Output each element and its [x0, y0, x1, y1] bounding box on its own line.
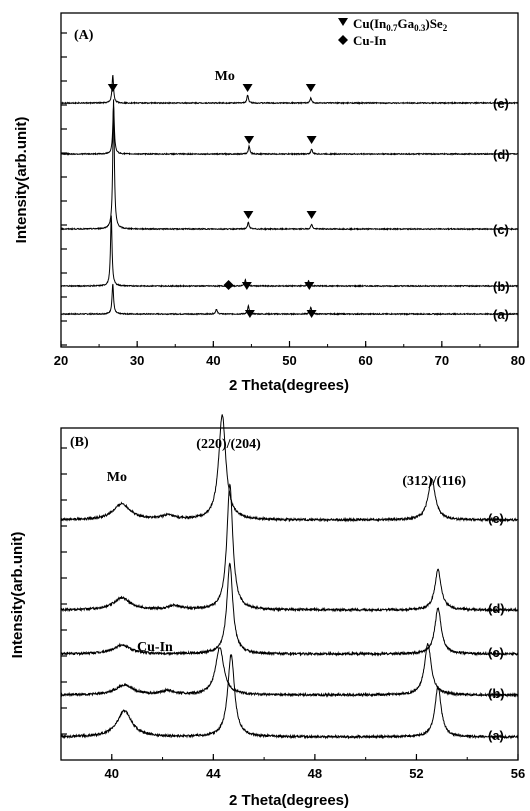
series-label: (d): [493, 147, 510, 162]
panel-b-x-ticks: 40 44 48 52 56: [105, 754, 525, 781]
cigs-peak-marker: [304, 282, 315, 290]
panel-a-frame: [60, 12, 519, 348]
panel-b-annotation-220-204: (220)/(204): [196, 437, 261, 452]
series-label: (a): [488, 728, 504, 743]
panel-b-frame: [60, 427, 519, 761]
cigs-peak-marker: [305, 84, 316, 92]
x-tick-label: 52: [409, 766, 423, 781]
panel-a-x-ticks: 20 30 40 50 60 70 80: [54, 341, 525, 368]
panel-a-y-axis-label: Intensity(arb.unit): [13, 117, 30, 244]
series-label: (c): [493, 222, 509, 237]
cu-in-peak-marker: [223, 280, 234, 290]
legend-cigs-sub3: 2: [443, 23, 448, 33]
cigs-peak-marker: [244, 136, 255, 144]
legend-diamond-marker: [338, 35, 348, 45]
series-label: (b): [493, 279, 510, 294]
panel-b-mo-annotation: Mo: [107, 470, 127, 485]
panel-b-x-axis-label: 2 Theta(degrees): [229, 792, 349, 809]
xrd-pattern-b: [60, 643, 519, 698]
legend-cigs-sub1: 0.7: [386, 23, 398, 33]
series-label: (d): [488, 601, 505, 616]
panel-b-cu-in-annotation: Cu-In: [137, 640, 173, 655]
x-tick-label: 40: [105, 766, 119, 781]
xrd-pattern-a: [60, 283, 519, 316]
x-tick-label: 70: [435, 353, 449, 368]
x-tick-label: 44: [206, 766, 221, 781]
legend-cigs-part1: Cu(In: [353, 16, 387, 31]
x-tick-label: 50: [282, 353, 296, 368]
xrd-pattern-d: [60, 106, 519, 157]
xrd-pattern-b: [60, 215, 519, 288]
xrd-pattern-d: [60, 483, 519, 613]
x-tick-label: 20: [54, 353, 68, 368]
panel-b-y-ticks: [61, 447, 67, 735]
panel-a-x-axis-label: 2 Theta(degrees): [229, 377, 349, 394]
series-label: (b): [488, 686, 505, 701]
x-tick-label: 40: [206, 353, 220, 368]
cigs-peak-marker: [107, 84, 118, 92]
cigs-peak-marker: [306, 211, 317, 219]
panel-a-series-labels: (a) (b) (c) (d) (e): [493, 96, 510, 322]
series-label: (e): [493, 96, 509, 111]
series-label: (c): [488, 645, 504, 660]
series-label: (a): [493, 307, 509, 322]
xrd-pattern-c: [60, 99, 519, 231]
cigs-peak-marker: [306, 136, 317, 144]
xrd-pattern-e: [60, 414, 519, 523]
x-tick-label: 48: [308, 766, 322, 781]
panel-b-spectra: [60, 414, 519, 740]
cigs-peak-marker: [243, 211, 254, 219]
panel-a: 20 30 40 50 60 70 80 (a) (b) (c) (d) (e) (A) Cu(In…: [13, 12, 525, 394]
panel-b: 40 44 48 52 56 (a) (b) (c) (d) (e) (B) (220)/(20…: [9, 414, 525, 809]
cigs-peak-marker: [241, 282, 252, 290]
xrd-pattern-a: [60, 654, 519, 740]
x-tick-label: 30: [130, 353, 144, 368]
panel-a-mo-annotation: Mo: [215, 69, 235, 84]
x-tick-label: 60: [358, 353, 372, 368]
panel-b-label: (B): [70, 435, 89, 450]
panel-a-legend: Cu(In0.7Ga0.3)Se2 Cu-In: [338, 16, 448, 48]
panel-a-y-ticks: [61, 32, 67, 346]
legend-cigs-sub2: 0.3: [414, 23, 426, 33]
legend-entry-cigs: Cu(In0.7Ga0.3)Se2: [353, 16, 448, 33]
series-label: (e): [488, 511, 504, 526]
cigs-peak-marker: [242, 84, 253, 92]
panel-b-y-axis-label: Intensity(arb.unit): [9, 532, 26, 659]
panel-b-annotation-312-116: (312)/(116): [402, 474, 466, 489]
cigs-peak-marker: [244, 310, 255, 318]
xrd-pattern-e: [60, 74, 519, 105]
legend-cigs-part2: Ga: [398, 16, 415, 31]
x-tick-label: 80: [511, 353, 525, 368]
cigs-peak-marker: [306, 310, 317, 318]
legend-entry-cu-in: Cu-In: [353, 33, 387, 48]
xrd-pattern-c: [60, 562, 519, 657]
panel-a-spectra: [60, 74, 519, 316]
x-tick-label: 56: [511, 766, 525, 781]
legend-cigs-part3: )Se: [425, 16, 443, 31]
panel-b-series-labels: (a) (b) (c) (d) (e): [488, 511, 505, 743]
panel-a-label: (A): [74, 28, 94, 43]
panel-a-peak-markers: [107, 84, 317, 318]
legend-triangle-marker: [338, 18, 348, 26]
